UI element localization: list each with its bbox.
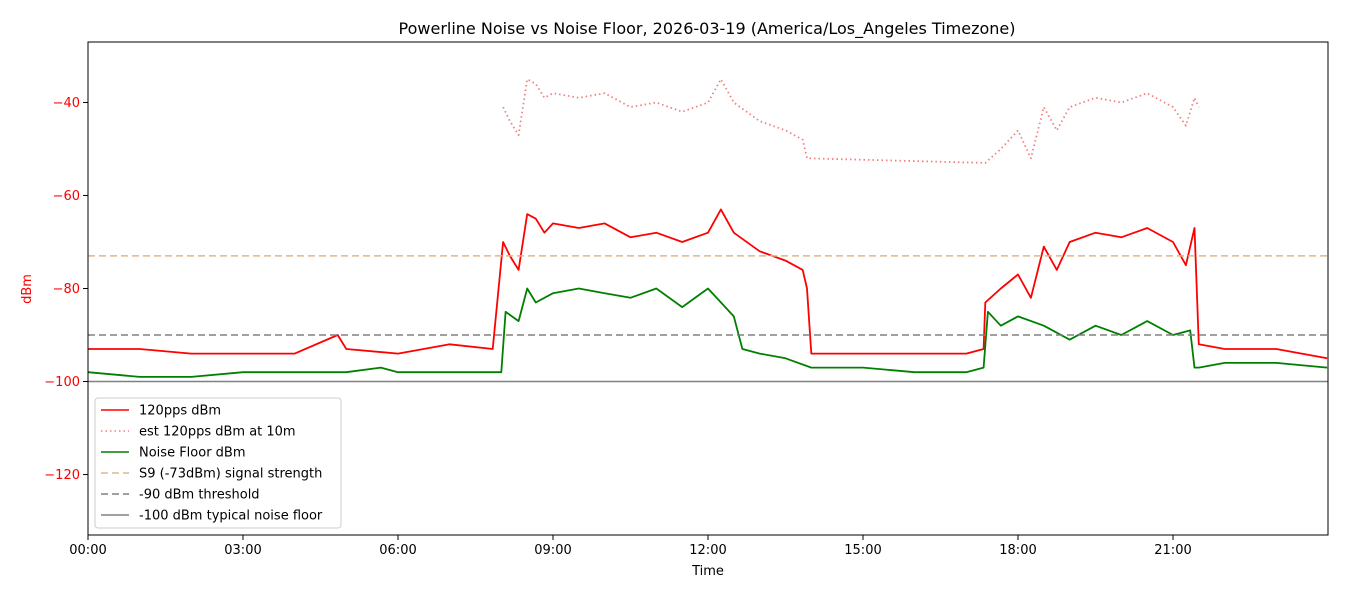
legend-label-s9-73dbm-signal-strength: S9 (-73dBm) signal strength: [139, 467, 322, 482]
series-line-noise-floor-dbm: [87, 287, 1328, 378]
legend: 120pps dBm est 120pps dBm at 10m Noise Flo…: [94, 397, 342, 529]
legend-label-est-120pps-dbm-at-10m: est 120pps dBm at 10m: [139, 425, 296, 440]
x-axis: 00:00 03:00 06:00 09:00 12:00 15:00 18:00 21:00: [69, 535, 1192, 558]
x-axis-label: Time: [691, 564, 724, 579]
chart-title: Powerline Noise vs Noise Floor, 2026-03-…: [399, 19, 1016, 39]
y-tick-label: −60: [53, 189, 80, 204]
legend-label-120pps-dbm: 120pps dBm: [139, 404, 221, 419]
x-tick-label: 09:00: [534, 543, 571, 558]
x-tick-label: 06:00: [379, 543, 416, 558]
x-tick-label: 15:00: [844, 543, 881, 558]
x-tick-label: 00:00: [69, 543, 106, 558]
series-line-est-120pps-dbm-at-10m: [502, 78, 1200, 164]
series-line-120pps-dbm: [88, 208, 1328, 360]
legend-box: [94, 397, 342, 529]
plot-lines: [87, 78, 1328, 383]
x-tick-label: 18:00: [999, 543, 1036, 558]
x-tick-label: 03:00: [224, 543, 261, 558]
legend-label-100-dbm-typical-noise-floor: -100 dBm typical noise floor: [139, 509, 323, 524]
y-tick-label: −40: [53, 96, 80, 111]
y-tick-label: −120: [44, 468, 80, 483]
y-axis-label: dBm: [20, 274, 35, 304]
legend-label-noise-floor-dbm: Noise Floor dBm: [139, 446, 246, 461]
legend-label-90-dbm-threshold: -90 dBm threshold: [139, 488, 260, 503]
y-tick-label: −80: [53, 282, 80, 297]
y-tick-label: −100: [44, 375, 80, 390]
x-tick-label: 21:00: [1154, 543, 1191, 558]
y-axis: −40 −60 −80 −100 −120: [44, 96, 88, 483]
x-tick-label: 12:00: [689, 543, 726, 558]
